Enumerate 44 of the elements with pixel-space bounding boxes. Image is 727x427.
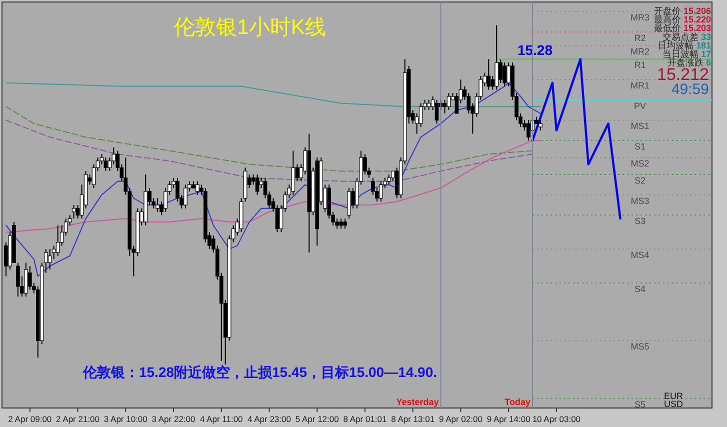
x-tick-label: 9 Apr 14:00 [486,414,531,424]
text: Yesterday [396,397,439,407]
annotation: 15.212 [657,65,709,84]
ref-line-label: S4 [634,284,646,294]
ref-line-label: MS2 [630,158,650,169]
ref-line-label: S2 [634,175,646,186]
x-tick-label: 3 Apr 22:00 [152,414,196,424]
x-tick-label: 8 Apr 13:01 [391,414,435,424]
x-tick-label: 3 Apr 10:00 [104,414,148,424]
annotation: 49:59 [671,81,709,98]
ref-line-label: R2 [634,33,646,44]
x-tick-label: 4 Apr 11:00 [200,414,244,424]
ref-line-label: S3 [634,216,646,226]
text: EUR [664,391,684,401]
annotation: 15.28 [517,42,553,58]
ref-line-label: S5 [634,399,646,410]
annotation: 日均波幅 181 [657,40,711,50]
ref-line-label: MS4 [630,250,650,260]
ref-line-label: S1 [634,142,646,152]
ref-line-label: PV [634,100,646,111]
annotation: 最低价 15.203 [654,23,711,34]
ref-line-label: R1 [634,60,646,70]
x-tick-label: 9 Apr 02:00 [438,414,483,424]
x-tick-label: 2 Apr 09:00 [8,414,52,424]
annotation: 伦敦银：15.28附近做空，止损15.45，目标15.00—14.90. [82,364,438,380]
annotation: 交易点差 33 [662,32,711,42]
text: USD [664,399,684,409]
ref-line-label: MR1 [630,80,650,91]
x-tick-label: 8 Apr 01:01 [343,414,387,424]
x-tick-label: 5 Apr 12:00 [295,414,340,424]
text: Today [504,397,531,407]
x-tick-label: 2 Apr 21:00 [56,414,100,424]
ref-line-label: MR2 [630,46,650,57]
ref-line-label: MR3 [630,12,650,23]
x-tick-label: 10 Apr 03:00 [532,414,581,424]
ref-line-label: MS1 [630,121,650,132]
annotation: 开盘涨跌 6 [667,58,711,68]
text: 最高价 15.220 [654,14,711,25]
ref-line-label: MS3 [630,196,650,206]
ref-line-label: MS5 [630,342,650,352]
annotation: 当日波幅 17 [662,49,711,59]
text: 开盘价 15.206 [654,6,711,16]
x-tick-label: 4 Apr 23:00 [248,414,292,424]
chart-title: 伦敦银1小时K线 [174,16,326,39]
